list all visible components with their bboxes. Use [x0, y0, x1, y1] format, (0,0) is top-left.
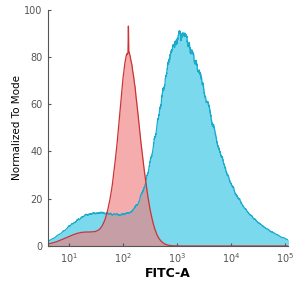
X-axis label: FITC-A: FITC-A — [145, 267, 190, 281]
Y-axis label: Normalized To Mode: Normalized To Mode — [12, 75, 22, 180]
